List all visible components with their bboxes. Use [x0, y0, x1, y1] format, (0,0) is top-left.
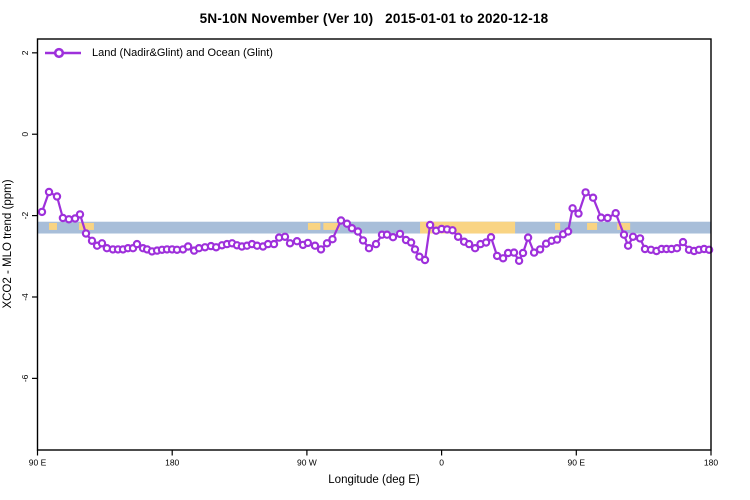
- data-point-marker: [514, 256, 524, 265]
- data-point-marker: [611, 208, 620, 218]
- y-tick-label: 0: [20, 132, 30, 137]
- data-point-marker: [470, 243, 480, 253]
- data-point-marker: [316, 245, 326, 254]
- x-axis-title: Longitude (deg E): [328, 474, 420, 486]
- data-point-marker: [342, 219, 352, 228]
- data-point-marker: [420, 255, 430, 265]
- data-point-marker: [623, 241, 633, 250]
- data-point-marker: [388, 232, 398, 242]
- data-point-marker: [347, 223, 357, 233]
- data-point-marker: [603, 213, 612, 223]
- data-point-marker: [464, 239, 474, 249]
- data-point-marker: [410, 245, 420, 254]
- data-point-marker: [523, 233, 533, 242]
- data-point-marker: [280, 232, 290, 241]
- data-point-marker: [336, 216, 346, 225]
- data-point-marker: [52, 192, 62, 201]
- chart-title: 5N-10N November (Ver 10) 2015-01-01 to 2…: [199, 11, 549, 26]
- data-point-marker: [328, 234, 337, 244]
- data-point-marker: [406, 238, 416, 247]
- legend-series-marker-icon: [45, 47, 81, 59]
- data-point-marker: [672, 243, 682, 253]
- data-point-marker: [481, 238, 491, 247]
- data-point-marker: [358, 236, 368, 245]
- data-point-marker: [303, 238, 313, 248]
- orange-dash-segment: [78, 222, 94, 230]
- data-point-marker: [518, 248, 528, 258]
- orange-dash-segment: [617, 222, 631, 230]
- data-point-marker: [529, 248, 539, 257]
- x-tick-label: 90 E: [29, 458, 47, 468]
- data-point-marker: [563, 227, 573, 236]
- y-tick-label: 2: [20, 50, 30, 55]
- data-point-marker: [87, 236, 97, 245]
- x-tick-label: 180: [165, 458, 179, 468]
- orange-dash-segment: [307, 222, 321, 230]
- data-point-marker: [619, 230, 629, 239]
- data-point-marker: [395, 229, 405, 239]
- data-point-marker: [509, 248, 519, 257]
- y-tick-label: -2: [20, 212, 30, 220]
- data-point-marker: [97, 239, 107, 248]
- data-point-marker: [425, 220, 435, 230]
- data-point-marker: [371, 239, 381, 249]
- data-point-marker: [75, 210, 85, 219]
- y-axis-title: XCO2 - MLO trend (ppm): [2, 179, 14, 309]
- blue-reference-band: [37, 221, 711, 234]
- legend-label: Land (Nadir&Glint) and Ocean (Glint): [92, 47, 273, 59]
- data-point-marker: [285, 239, 295, 248]
- data-point-marker: [574, 209, 583, 218]
- data-point-marker: [132, 239, 142, 249]
- data-point-marker: [81, 229, 91, 238]
- data-point-marker: [37, 207, 47, 217]
- orange-dash-segment: [587, 222, 598, 230]
- x-tick-label: 180: [704, 458, 718, 468]
- data-point-marker: [70, 214, 80, 223]
- data-point-marker: [498, 254, 508, 263]
- orange-dash-segment: [323, 222, 340, 230]
- orange-highlight-band: [420, 221, 516, 234]
- data-point-marker: [678, 237, 688, 247]
- orange-dash-segment: [49, 222, 57, 230]
- data-point-marker: [568, 204, 577, 213]
- legend: Land (Nadir&Glint) and Ocean (Glint): [44, 46, 273, 60]
- orange-dash-segment: [555, 222, 561, 230]
- plot-box: [36, 38, 712, 451]
- data-point-marker: [628, 232, 638, 241]
- x-tick-label: 90 W: [297, 458, 317, 468]
- data-point-marker: [44, 187, 54, 197]
- data-point-marker: [552, 235, 562, 244]
- data-point-marker: [581, 188, 590, 197]
- data-point-marker: [353, 227, 363, 236]
- y-tick-label: -4: [20, 293, 30, 301]
- data-point-marker: [269, 239, 279, 249]
- data-point-marker: [486, 232, 496, 242]
- y-tick-label: -6: [20, 374, 30, 382]
- data-point-marker: [322, 239, 332, 248]
- data-point-marker: [448, 226, 457, 235]
- data-point-marker: [183, 242, 193, 251]
- data-point-marker: [588, 193, 598, 202]
- data-point-marker: [596, 213, 606, 222]
- x-tick-label: 90 E: [568, 458, 586, 468]
- data-point-marker: [453, 232, 463, 241]
- data-point-marker: [364, 243, 374, 253]
- data-point-marker: [310, 241, 320, 250]
- x-tick-label: 0: [439, 458, 444, 468]
- data-point-marker: [535, 245, 545, 254]
- data-point-marker: [635, 234, 645, 243]
- data-point-marker: [292, 236, 302, 246]
